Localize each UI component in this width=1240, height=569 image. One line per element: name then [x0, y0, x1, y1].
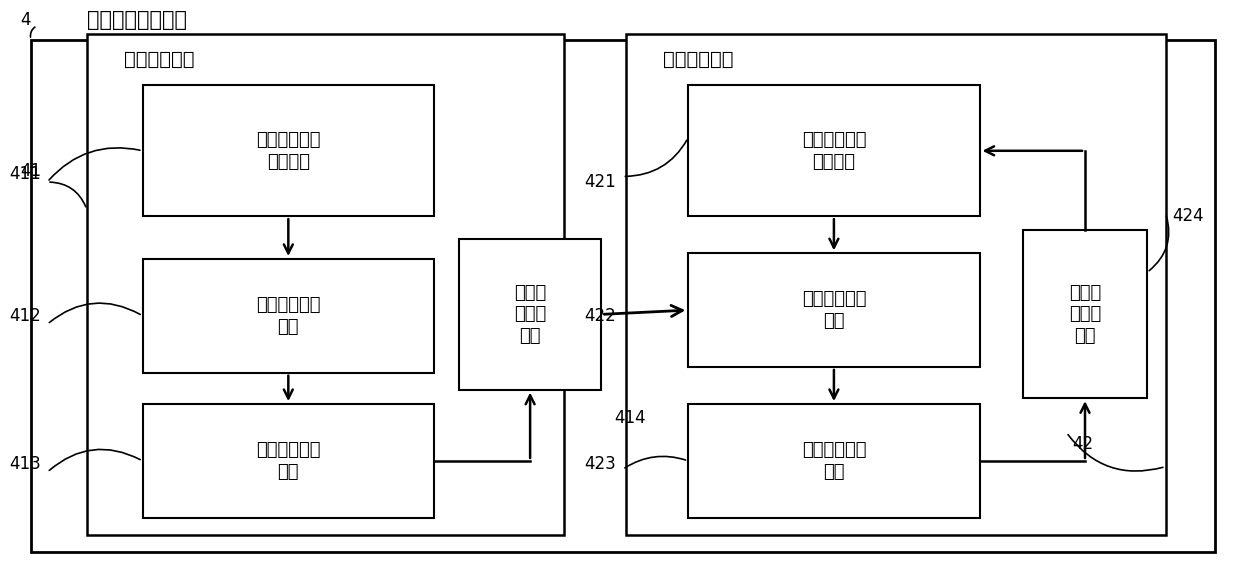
- Text: 42: 42: [1073, 435, 1094, 453]
- Text: 部判断: 部判断: [1069, 306, 1101, 323]
- Bar: [1023, 230, 1147, 398]
- Text: 模块: 模块: [520, 327, 541, 345]
- Text: 计算模块: 计算模块: [267, 152, 310, 171]
- Text: 模块: 模块: [278, 463, 299, 481]
- Text: 模块: 模块: [823, 463, 844, 481]
- Text: 起始进程地址: 起始进程地址: [257, 131, 321, 149]
- Bar: [688, 85, 980, 216]
- Bar: [143, 404, 434, 518]
- Text: 模块: 模块: [823, 312, 844, 330]
- Text: 421: 421: [584, 173, 616, 191]
- Text: 列表信息监测模块: 列表信息监测模块: [87, 10, 187, 30]
- Text: 423: 423: [584, 455, 616, 473]
- Text: 412: 412: [9, 307, 41, 325]
- Bar: [688, 253, 980, 367]
- Text: 后续进程模块: 后续进程模块: [663, 50, 734, 69]
- Text: 起始进程模块: 起始进程模块: [124, 50, 195, 69]
- Text: 413: 413: [9, 455, 41, 473]
- Bar: [459, 239, 601, 390]
- Bar: [626, 34, 1166, 535]
- Text: 模块: 模块: [278, 318, 299, 336]
- Bar: [143, 85, 434, 216]
- Text: 部标识: 部标识: [515, 306, 547, 323]
- Text: 后续地址映射: 后续地址映射: [802, 290, 867, 308]
- Text: 进程头: 进程头: [1069, 284, 1101, 302]
- Text: 422: 422: [584, 307, 616, 325]
- Text: 后续地址映射: 后续地址映射: [802, 441, 867, 459]
- Text: 起始地址映射: 起始地址映射: [257, 441, 321, 459]
- Text: 模块: 模块: [1074, 327, 1096, 345]
- Text: 后续进程地址: 后续进程地址: [802, 131, 867, 149]
- Bar: [688, 404, 980, 518]
- Bar: [143, 259, 434, 373]
- Text: 链表头: 链表头: [515, 284, 547, 302]
- Text: 414: 414: [614, 409, 646, 427]
- Text: 4: 4: [21, 11, 31, 29]
- Text: 411: 411: [9, 164, 41, 183]
- Text: 424: 424: [1172, 207, 1204, 225]
- Bar: [87, 34, 564, 535]
- Text: 41: 41: [20, 162, 41, 180]
- Text: 计算模块: 计算模块: [812, 152, 856, 171]
- Text: 起始地址映射: 起始地址映射: [257, 296, 321, 314]
